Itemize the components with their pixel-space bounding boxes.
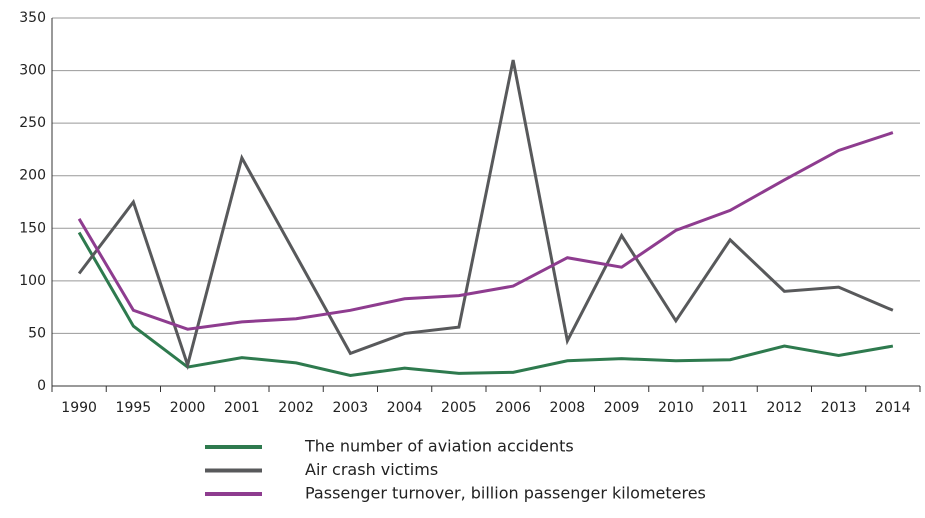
legend-label: Air crash victims: [305, 460, 438, 479]
x-tick-label: 2008: [550, 400, 586, 416]
x-tick-label: 2005: [441, 400, 477, 416]
legend-label: Passenger turnover, billion passenger ki…: [305, 484, 706, 503]
x-tick-label: 2001: [224, 400, 260, 416]
y-tick-label: 350: [19, 10, 46, 26]
x-tick-label: 2003: [333, 400, 369, 416]
y-tick-label: 200: [19, 168, 46, 184]
y-tick-label: 250: [19, 115, 46, 131]
x-tick-label: 2010: [658, 400, 694, 416]
series-line: [77, 131, 894, 331]
x-tick-label: 1990: [61, 400, 97, 416]
x-tick-label: 2012: [767, 400, 803, 416]
x-tick-label: 2009: [604, 400, 640, 416]
y-tick-label: 50: [28, 325, 46, 341]
legend-label: The number of aviation accidents: [304, 437, 574, 456]
x-tick-label: 2006: [495, 400, 531, 416]
x-tick-label: 2004: [387, 400, 423, 416]
x-tick-label: 2011: [712, 400, 748, 416]
x-tick-label: 2013: [821, 400, 857, 416]
x-tick-label: 2014: [875, 400, 911, 416]
series-line: [77, 59, 894, 371]
y-tick-label: 0: [37, 378, 46, 394]
y-tick-label: 150: [19, 220, 46, 236]
x-tick-label: 2002: [278, 400, 314, 416]
y-tick-label: 100: [19, 273, 46, 289]
x-tick-label: 1995: [116, 400, 152, 416]
x-tick-label: 2000: [170, 400, 206, 416]
y-tick-label: 300: [19, 63, 46, 79]
series-line: [77, 231, 894, 378]
